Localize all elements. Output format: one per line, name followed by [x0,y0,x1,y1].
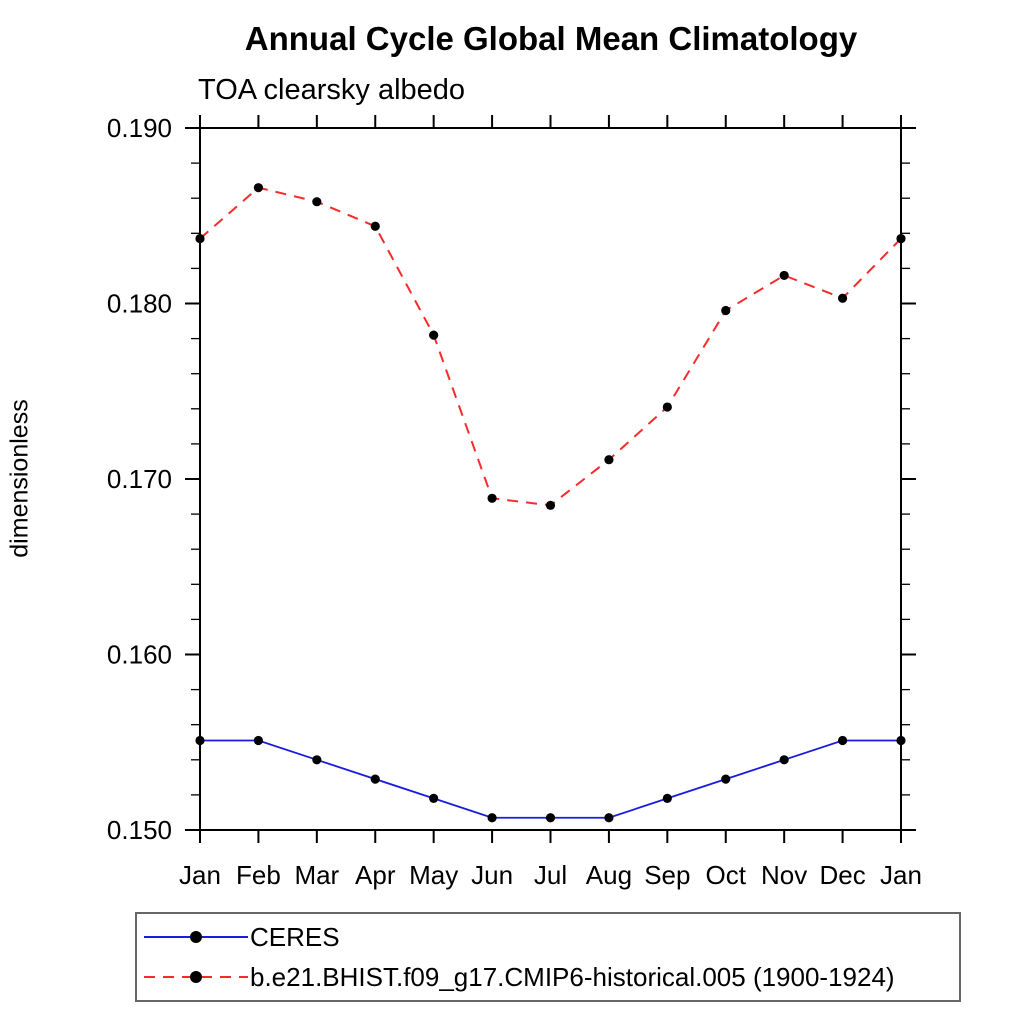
legend: CERES b.e21.BHIST.f09_g17.CMIP6-historic… [135,912,961,1002]
svg-text:Sep: Sep [644,860,690,890]
svg-text:Jan: Jan [880,860,922,890]
legend-line-sample-ceres [144,931,248,943]
legend-row-model: b.e21.BHIST.f09_g17.CMIP6-historical.005… [142,960,895,994]
svg-text:Nov: Nov [761,860,807,890]
svg-text:0.160: 0.160 [107,640,172,670]
legend-line-sample-model [144,971,248,983]
axis-frame [199,127,902,831]
y-major-ticks [185,127,916,831]
series-model [195,183,906,510]
svg-text:Jun: Jun [471,860,513,890]
y-tick-labels: 0.150 0.160 0.170 0.180 0.190 [107,113,172,845]
svg-text:Jan: Jan [179,860,221,890]
chart-subtitle: TOA clearsky albedo [198,74,466,106]
x-tick-labels: Jan Feb Mar Apr May Jun Jul Aug Sep Oct Nov Dec Jan [179,860,922,890]
series-ceres [195,735,906,823]
chart-title: Annual Cycle Global Mean Climatology [244,20,858,57]
legend-row-ceres: CERES [142,920,340,954]
y-minor-ticks [191,162,910,796]
svg-text:Apr: Apr [355,860,396,890]
svg-text:Oct: Oct [706,860,747,890]
svg-text:Jul: Jul [534,860,567,890]
svg-text:Aug: Aug [586,860,632,890]
legend-label-model: b.e21.BHIST.f09_g17.CMIP6-historical.005… [250,962,895,992]
svg-text:Feb: Feb [236,860,281,890]
svg-text:0.190: 0.190 [107,113,172,143]
svg-text:Dec: Dec [819,860,865,890]
legend-label-ceres: CERES [250,922,340,952]
svg-text:Mar: Mar [294,860,339,890]
svg-text:May: May [409,860,458,890]
svg-text:0.150: 0.150 [107,815,172,845]
x-ticks [199,115,902,843]
svg-text:0.180: 0.180 [107,289,172,319]
svg-text:0.170: 0.170 [107,464,172,494]
